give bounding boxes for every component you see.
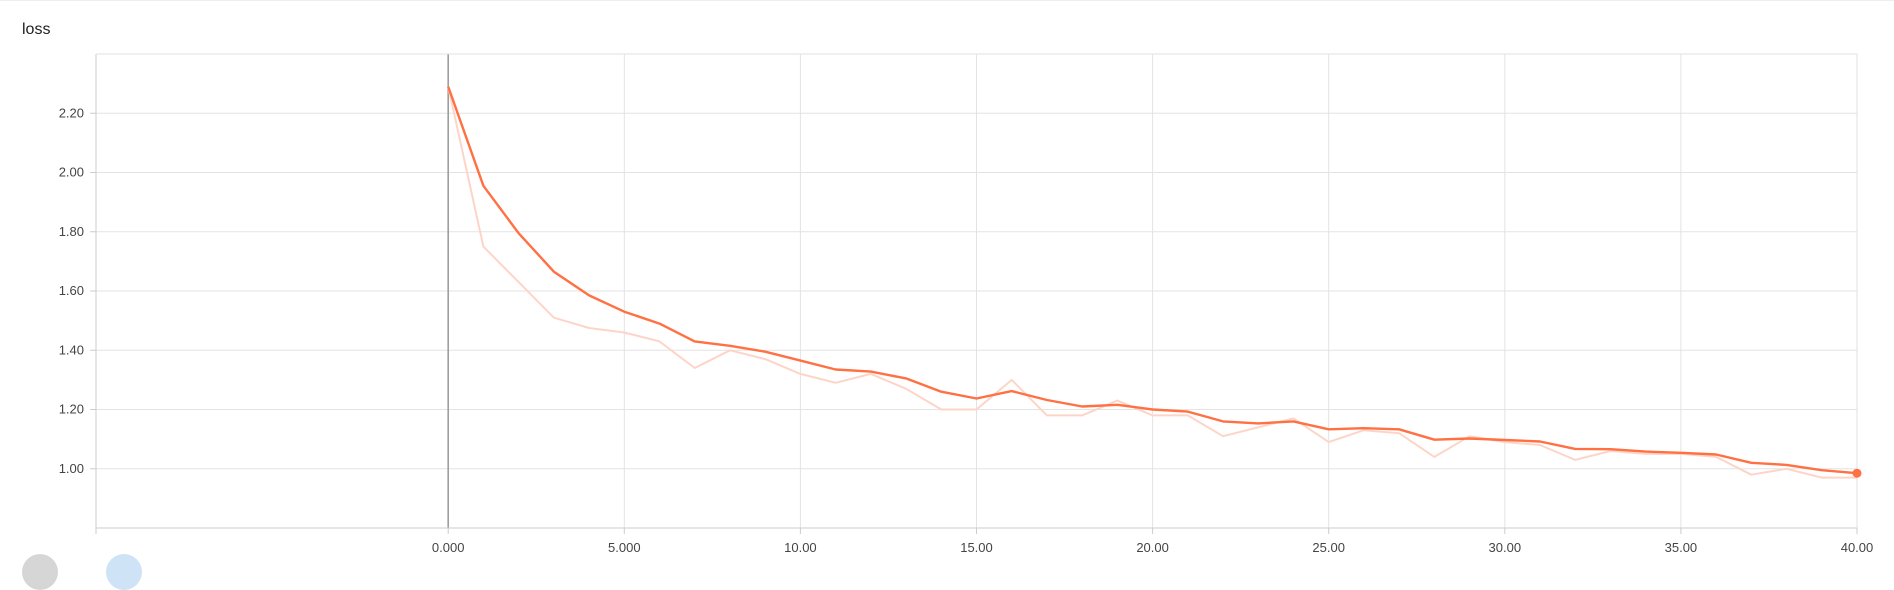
axis-layer xyxy=(90,54,1857,534)
x-tick-label: 25.00 xyxy=(1312,540,1345,555)
y-tick-label: 2.00 xyxy=(59,165,84,180)
y-tick-label: 1.40 xyxy=(59,342,84,357)
grid-layer xyxy=(96,54,1857,528)
x-tick-label: 0.000 xyxy=(432,540,465,555)
y-tick-label: 1.60 xyxy=(59,283,84,298)
x-tick-label: 20.00 xyxy=(1136,540,1169,555)
last-value-marker[interactable] xyxy=(1853,469,1862,478)
x-tick-label: 15.00 xyxy=(960,540,993,555)
x-tick-label: 10.00 xyxy=(784,540,817,555)
y-tick-label: 1.00 xyxy=(59,461,84,476)
x-tick-label: 5.000 xyxy=(608,540,641,555)
toggle-log-scale-button[interactable] xyxy=(106,554,142,590)
y-tick-label: 1.80 xyxy=(59,224,84,239)
expand-chart-button[interactable] xyxy=(22,554,58,590)
y-tick-label: 2.20 xyxy=(59,105,84,120)
x-tick-label: 30.00 xyxy=(1489,540,1522,555)
loss-chart[interactable]: 1.00 1.20 1.40 1.60 1.80 2.00 2.20 0.000 5.000 10… xyxy=(0,1,1894,564)
x-tick-label: 40.00 xyxy=(1841,540,1874,555)
y-tick-label: 1.20 xyxy=(59,402,84,417)
x-tick-label: 35.00 xyxy=(1665,540,1698,555)
series-layer xyxy=(448,87,1861,478)
chart-controls xyxy=(22,554,182,574)
